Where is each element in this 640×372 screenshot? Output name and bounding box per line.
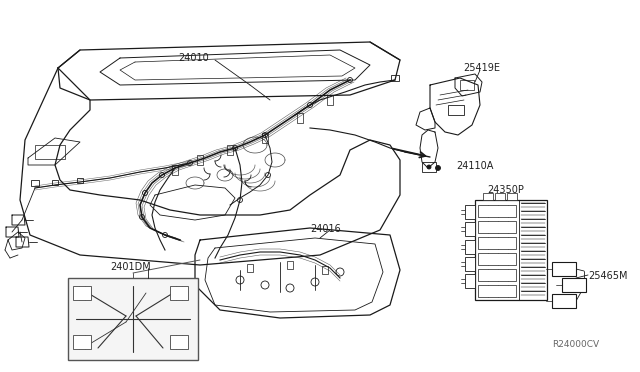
- Bar: [172, 165, 178, 175]
- Bar: [478, 285, 516, 297]
- Circle shape: [435, 166, 440, 170]
- Bar: [52, 180, 58, 185]
- Bar: [465, 257, 475, 271]
- Bar: [247, 264, 253, 272]
- Bar: [572, 281, 584, 289]
- Bar: [465, 222, 475, 236]
- Bar: [262, 133, 268, 143]
- Bar: [478, 237, 516, 249]
- Bar: [553, 264, 559, 274]
- Bar: [197, 155, 203, 165]
- Bar: [478, 269, 516, 281]
- Text: 25465M: 25465M: [588, 271, 627, 281]
- Bar: [465, 274, 475, 288]
- Bar: [465, 205, 475, 219]
- Bar: [31, 180, 39, 186]
- Bar: [562, 297, 574, 305]
- Text: 24350P: 24350P: [487, 185, 524, 195]
- Bar: [422, 162, 436, 172]
- Bar: [562, 278, 586, 292]
- Bar: [297, 113, 303, 123]
- Bar: [35, 145, 65, 159]
- Bar: [68, 278, 198, 360]
- Bar: [77, 177, 83, 183]
- Bar: [552, 262, 576, 276]
- Bar: [483, 193, 493, 200]
- Bar: [73, 335, 91, 349]
- Bar: [507, 193, 517, 200]
- Text: 25419E: 25419E: [463, 63, 500, 73]
- Circle shape: [427, 165, 431, 169]
- Bar: [562, 265, 574, 273]
- Bar: [495, 193, 505, 200]
- Text: 2401DM: 2401DM: [110, 262, 151, 272]
- Text: 24010: 24010: [178, 53, 209, 63]
- Bar: [552, 294, 576, 308]
- Bar: [391, 75, 399, 81]
- Bar: [448, 105, 464, 115]
- Bar: [478, 253, 516, 265]
- Bar: [563, 280, 569, 290]
- Bar: [327, 95, 333, 105]
- Bar: [475, 200, 547, 300]
- Bar: [73, 286, 91, 300]
- Text: 24016: 24016: [310, 224, 340, 234]
- Bar: [322, 266, 328, 274]
- Bar: [170, 286, 188, 300]
- Bar: [478, 205, 516, 217]
- Bar: [170, 335, 188, 349]
- Bar: [227, 145, 233, 155]
- Bar: [460, 80, 474, 90]
- Bar: [465, 240, 475, 254]
- Text: 24110A: 24110A: [456, 161, 493, 171]
- Bar: [553, 296, 559, 306]
- Text: R24000CV: R24000CV: [552, 340, 599, 349]
- Bar: [287, 261, 293, 269]
- Bar: [478, 221, 516, 233]
